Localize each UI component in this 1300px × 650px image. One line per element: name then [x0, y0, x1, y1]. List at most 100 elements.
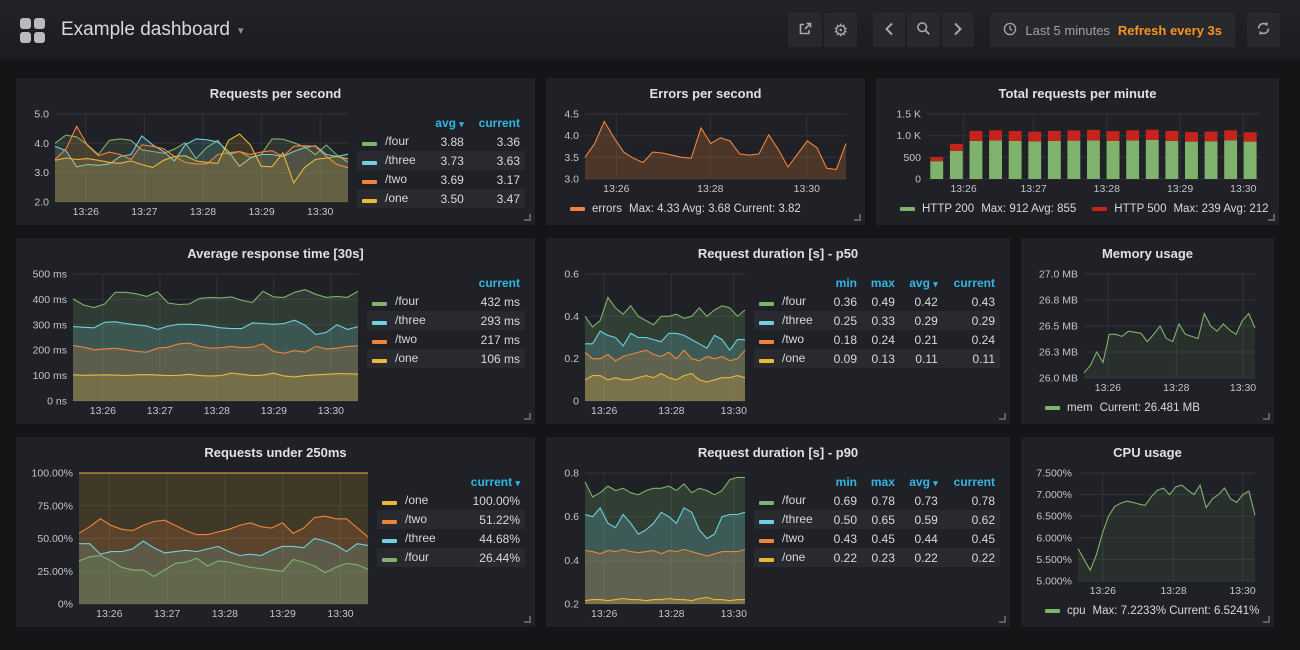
legend-value: 0.11 — [915, 351, 938, 366]
zoom-out-button[interactable] — [907, 13, 941, 47]
legend-series-name[interactable]: /one — [754, 548, 825, 567]
chart-average-response-time[interactable]: 0 ns 100 ms 200 ms 300 ms 400 ms 500 ms 13:26 1… — [26, 266, 367, 419]
legend-col-current[interactable]: current — [478, 116, 520, 130]
legend-series-name[interactable]: /four — [367, 292, 454, 311]
svg-text:13:26: 13:26 — [1090, 585, 1116, 597]
chart-errors-per-second[interactable]: 3.0 3.5 4.0 4.5 13:26 13:28 13:30 — [556, 106, 855, 197]
legend-col-current[interactable]: current — [953, 276, 995, 290]
legend-value: 0.65 — [871, 512, 895, 527]
legend-series-name[interactable]: /three — [377, 529, 454, 548]
legend-row: /two 0.18 0.24 0.21 0.24 — [754, 330, 1000, 349]
resize-handle[interactable] — [999, 413, 1006, 420]
legend-series-name[interactable]: /four — [754, 491, 825, 510]
panel-title[interactable]: Memory usage — [1101, 246, 1194, 261]
panel-title[interactable]: CPU usage — [1113, 445, 1182, 460]
resize-handle[interactable] — [999, 616, 1006, 623]
legend-row: /three 3.73 3.63 — [357, 151, 525, 170]
legend-series-name[interactable]: mem — [1067, 401, 1093, 414]
svg-text:0.4: 0.4 — [564, 311, 579, 323]
legend-series-name[interactable]: /two — [367, 330, 454, 349]
svg-text:0: 0 — [915, 174, 921, 186]
legend-series-name[interactable]: HTTP 200 — [922, 202, 975, 215]
chart-total-requests-per-minute[interactable]: 0 500 1.0 K 1.5 K 13:26 13:27 13:28 13:29 13:30 — [886, 106, 1269, 197]
legend-col-max[interactable]: max — [870, 276, 895, 290]
time-picker-button[interactable]: Last 5 minutes Refresh every 3s — [990, 13, 1235, 47]
legend-series-name[interactable]: HTTP 500 — [1114, 202, 1167, 215]
panel-title[interactable]: Average response time [30s] — [187, 246, 364, 261]
legend-col-min[interactable]: min — [835, 276, 858, 290]
legend-col-avg[interactable]: avg ▾ — [909, 276, 938, 290]
legend-col-current[interactable]: current — [478, 276, 520, 290]
legend-value: 26.44% — [479, 550, 520, 565]
panel-title[interactable]: Requests under 250ms — [204, 445, 347, 460]
legend-stats: Max: 4.33 Avg: 3.68 Current: 3.82 — [629, 202, 801, 215]
legend-value: 106 ms — [480, 351, 520, 366]
chart-requests-under-250ms[interactable]: 0% 25.00% 50.00% 75.00% 100.00% 13:26 13:27 13:… — [26, 465, 377, 622]
chart-request-duration-p50[interactable]: 0 0.2 0.4 0.6 13:26 13:28 13:30 — [556, 266, 754, 419]
legend-value: 3.47 — [496, 191, 520, 206]
legend-value: 0.49 — [871, 294, 895, 309]
resize-handle[interactable] — [524, 616, 531, 623]
chart-cpu-usage[interactable]: 5.000% 5.500% 6.000% 6.500% 7.000% 7.500% 13:2… — [1031, 465, 1264, 599]
legend-row: /one 0.09 0.13 0.11 0.11 — [754, 349, 1000, 368]
legend-col-current[interactable]: current ▾ — [470, 475, 520, 489]
share-icon — [797, 21, 813, 40]
legend-series-name[interactable]: /four — [377, 548, 454, 567]
legend-value: 0.29 — [914, 313, 938, 328]
legend-series-name[interactable]: /two — [377, 510, 454, 529]
legend-swatch — [759, 539, 774, 543]
time-shift-right-button[interactable] — [942, 13, 975, 47]
resize-handle[interactable] — [1263, 616, 1270, 623]
time-shift-left-button[interactable] — [873, 13, 906, 47]
legend-series-name[interactable]: /two — [754, 529, 825, 548]
legend-col-max[interactable]: max — [870, 475, 895, 489]
legend-series-name[interactable]: /four — [357, 132, 427, 151]
panel-title[interactable]: Requests per second — [209, 86, 342, 101]
panel-title[interactable]: Errors per second — [649, 86, 762, 101]
legend-swatch — [382, 558, 397, 562]
svg-text:13:30: 13:30 — [721, 405, 747, 417]
legend-series-name[interactable]: /one — [357, 189, 427, 208]
legend-series-name[interactable]: /one — [377, 491, 454, 510]
svg-text:13:30: 13:30 — [794, 183, 820, 195]
resize-handle[interactable] — [524, 214, 531, 221]
panel-title[interactable]: Total requests per minute — [998, 86, 1157, 101]
refresh-button[interactable] — [1247, 13, 1280, 47]
grafana-logo[interactable] — [20, 17, 45, 43]
chart-memory-usage[interactable]: 26.0 MB 26.3 MB 26.5 MB 26.8 MB 27.0 MB 13:26… — [1031, 266, 1264, 396]
settings-button[interactable]: ⚙ — [824, 13, 858, 47]
legend-col-current[interactable]: current — [953, 475, 995, 489]
resize-handle[interactable] — [854, 214, 861, 221]
svg-text:0.4: 0.4 — [564, 555, 579, 567]
legend-series-name[interactable]: /two — [754, 330, 825, 349]
svg-text:100 ms: 100 ms — [33, 370, 67, 382]
resize-handle[interactable] — [1268, 214, 1275, 221]
chart-request-duration-p90[interactable]: 0.2 0.4 0.6 0.8 13:26 13:28 13:30 — [556, 465, 754, 622]
legend-series-name[interactable]: errors — [592, 202, 623, 215]
legend-swatch — [759, 501, 774, 505]
legend-series-name[interactable]: /four — [754, 292, 825, 311]
legend-series-name[interactable]: /three — [367, 311, 454, 330]
legend-series-name[interactable]: /three — [754, 311, 825, 330]
legend-series-name[interactable]: /three — [754, 510, 825, 529]
legend-item: cpu Max: 7.2233% Current: 6.5241% — [1045, 605, 1259, 617]
resize-handle[interactable] — [1263, 413, 1270, 420]
legend-row: /two 217 ms — [367, 330, 525, 349]
resize-handle[interactable] — [524, 413, 531, 420]
legend-col-avg[interactable]: avg ▾ — [909, 475, 938, 489]
legend-series-name[interactable]: /two — [357, 170, 427, 189]
panel-title[interactable]: Request duration [s] - p50 — [697, 246, 859, 261]
legend-series-name[interactable]: cpu — [1067, 604, 1086, 617]
legend-col-min[interactable]: min — [835, 475, 858, 489]
svg-text:500 ms: 500 ms — [33, 269, 67, 281]
legend-row: /one 0.22 0.23 0.22 0.22 — [754, 548, 1000, 567]
chart-requests-per-second[interactable]: 2.0 3.0 4.0 5.0 13:26 13:27 13:28 13:29 13:30 — [26, 106, 357, 220]
share-button[interactable] — [788, 13, 823, 47]
panel-title[interactable]: Request duration [s] - p90 — [697, 445, 859, 460]
dashboard-title-dropdown[interactable]: Example dashboard ▾ — [61, 19, 244, 41]
svg-text:75.00%: 75.00% — [37, 500, 73, 512]
legend-series-name[interactable]: /three — [357, 151, 427, 170]
legend-series-name[interactable]: /one — [367, 349, 454, 368]
legend-col-avg[interactable]: avg ▾ — [435, 116, 464, 130]
legend-series-name[interactable]: /one — [754, 349, 825, 368]
